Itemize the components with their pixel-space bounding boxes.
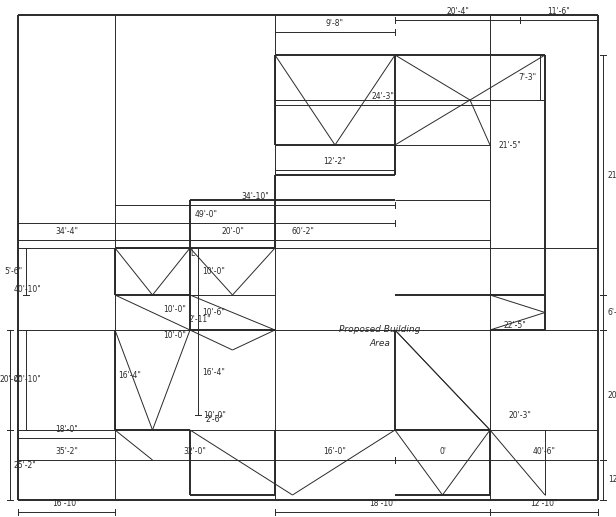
Text: 12'-10": 12'-10" bbox=[608, 476, 616, 484]
Text: 20'-0": 20'-0" bbox=[221, 227, 244, 236]
Text: Proposed Building: Proposed Building bbox=[339, 326, 421, 334]
Text: 32'-0": 32'-0" bbox=[184, 447, 206, 456]
Text: 6'-1": 6'-1" bbox=[608, 308, 616, 317]
Text: 35'-2": 35'-2" bbox=[55, 447, 78, 456]
Text: 34'-10": 34'-10" bbox=[241, 192, 269, 201]
Text: 21'-5": 21'-5" bbox=[608, 171, 616, 179]
Text: 40'-10": 40'-10" bbox=[14, 285, 42, 295]
Text: 22'-5": 22'-5" bbox=[504, 321, 527, 329]
Text: 2'-6": 2'-6" bbox=[206, 416, 224, 424]
Text: 24'-3": 24'-3" bbox=[371, 92, 394, 101]
Text: Area: Area bbox=[370, 339, 391, 347]
Text: 10'-0": 10'-0" bbox=[203, 410, 227, 419]
Text: 21'-5": 21'-5" bbox=[498, 141, 521, 149]
Text: 20'-3": 20'-3" bbox=[509, 410, 532, 419]
Text: 20'-0": 20'-0" bbox=[0, 375, 22, 385]
Text: 11'-6": 11'-6" bbox=[548, 7, 570, 16]
Text: 60'-2": 60'-2" bbox=[291, 227, 314, 236]
Text: 2'-11": 2'-11" bbox=[188, 315, 211, 325]
Text: 10'-6": 10'-6" bbox=[202, 308, 225, 317]
Text: 7'-3": 7'-3" bbox=[518, 73, 536, 82]
Text: 18'-0": 18'-0" bbox=[55, 425, 78, 434]
Text: 9'-8": 9'-8" bbox=[326, 19, 344, 28]
Text: 40'-6": 40'-6" bbox=[532, 447, 556, 456]
Text: 16'-10": 16'-10" bbox=[53, 499, 80, 508]
Text: 20'-4": 20'-4" bbox=[446, 7, 469, 16]
Text: L: L bbox=[190, 249, 194, 257]
Text: 40'-10": 40'-10" bbox=[14, 375, 42, 385]
Text: 0': 0' bbox=[439, 447, 446, 456]
Text: 16'-4": 16'-4" bbox=[202, 368, 225, 377]
Text: 49'-0": 49'-0" bbox=[195, 210, 218, 219]
Text: 16'-0": 16'-0" bbox=[323, 447, 346, 456]
Text: 18'-10": 18'-10" bbox=[369, 499, 396, 508]
Text: 16'-4": 16'-4" bbox=[118, 371, 142, 379]
Text: 5'-6": 5'-6" bbox=[4, 267, 22, 276]
Text: 10'-0": 10'-0" bbox=[202, 267, 225, 276]
Text: 10'-0": 10'-0" bbox=[164, 306, 187, 314]
Text: 25'-2": 25'-2" bbox=[14, 461, 37, 469]
Text: 10'-0": 10'-0" bbox=[164, 330, 187, 340]
Text: 12'-2": 12'-2" bbox=[323, 157, 346, 166]
Text: 20'-3": 20'-3" bbox=[608, 390, 616, 400]
Text: 12'-10": 12'-10" bbox=[530, 499, 557, 508]
Text: 34'-4": 34'-4" bbox=[55, 227, 78, 236]
